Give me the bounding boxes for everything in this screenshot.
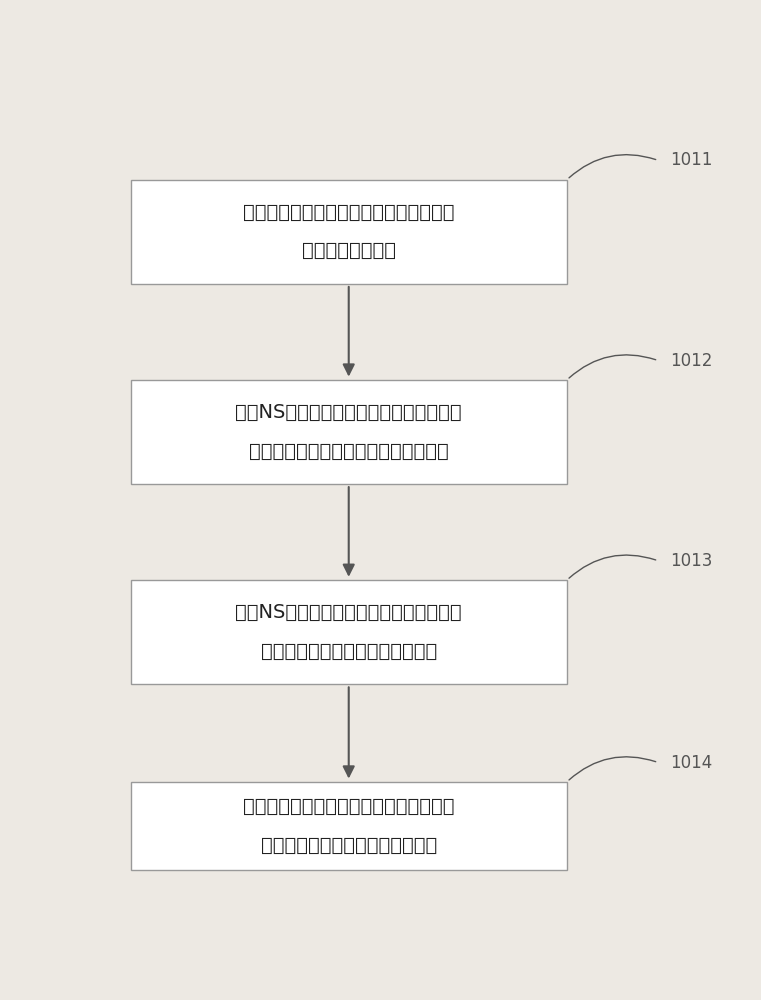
- Text: 1012: 1012: [670, 352, 712, 370]
- Text: 为基本方程，以提高最终的压力场精度: 为基本方程，以提高最终的压力场精度: [249, 442, 448, 461]
- Bar: [131, 782, 567, 870]
- Text: 1011: 1011: [670, 151, 712, 169]
- Text: ，以满足流场能量守恒的物理性质: ，以满足流场能量守恒的物理性质: [260, 642, 437, 661]
- Text: 选取气体状态方程和热量状态方程，以使: 选取气体状态方程和热量状态方程，以使: [243, 203, 454, 222]
- Text: 得基本方程组封闭: 得基本方程组封闭: [301, 241, 396, 260]
- Bar: [131, 580, 567, 684]
- Bar: [131, 380, 567, 484]
- Text: 程组重新整理并进行有限差分处理: 程组重新整理并进行有限差分处理: [260, 836, 437, 855]
- Bar: [131, 180, 567, 284]
- Text: 1013: 1013: [670, 552, 712, 570]
- Text: 选取NS方程组中的能量方程作为基本方程: 选取NS方程组中的能量方程作为基本方程: [235, 603, 462, 622]
- Text: 按照预测校正技术的要求，对所述基本方: 按照预测校正技术的要求，对所述基本方: [243, 797, 454, 816]
- Text: 选取NS方程组中主流方向上的动量方程作: 选取NS方程组中主流方向上的动量方程作: [235, 403, 462, 422]
- Text: 1014: 1014: [670, 754, 712, 772]
